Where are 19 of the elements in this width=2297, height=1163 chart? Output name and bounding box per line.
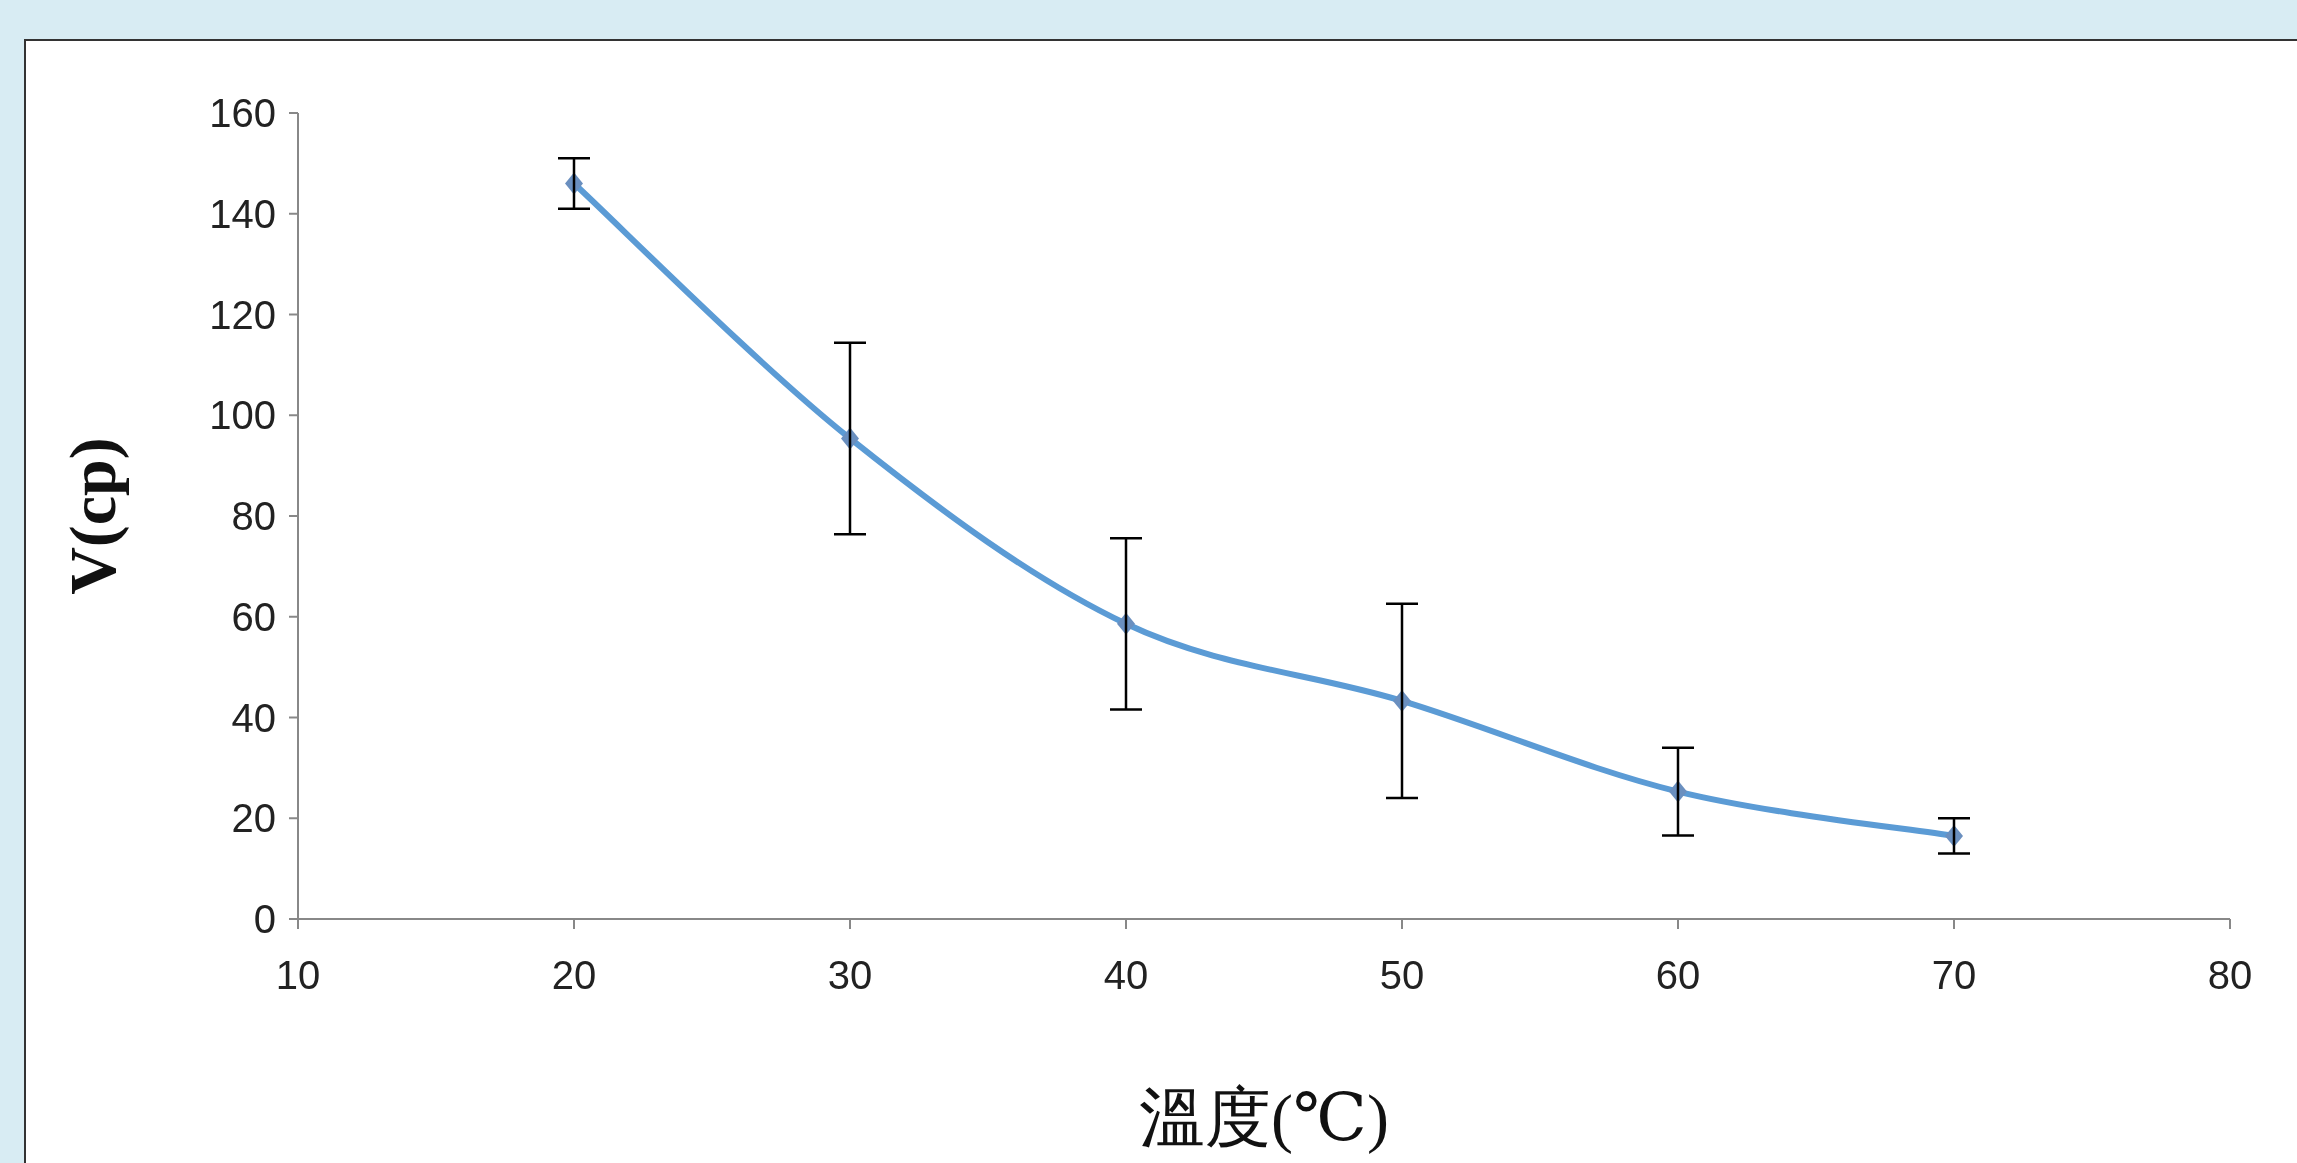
x-tick-label: 30 [827, 953, 873, 997]
x-tick-label: 70 [1931, 953, 1977, 997]
y-tick-label: 60 [231, 594, 276, 639]
x-axis-title: 溫度(℃) [1139, 1081, 1389, 1155]
x-tick-label: 20 [551, 953, 597, 997]
y-tick-label: 80 [231, 494, 276, 538]
y-tick-label: 40 [231, 695, 276, 740]
x-tick-label: 80 [2207, 953, 2253, 997]
y-tick-label: 0 [253, 897, 276, 941]
x-tick-label: 50 [1379, 953, 1425, 997]
x-tick-label: 10 [275, 953, 321, 997]
y-tick-label: 140 [209, 191, 276, 236]
y-tick-label: 100 [209, 393, 276, 438]
y-tick-label: 120 [209, 292, 276, 337]
x-tick-label: 60 [1655, 953, 1701, 997]
y-tick-label: 160 [209, 91, 276, 135]
y-tick-label: 20 [231, 796, 276, 841]
y-axis-title: V(cp) [56, 437, 130, 595]
x-tick-label: 40 [1103, 953, 1149, 997]
